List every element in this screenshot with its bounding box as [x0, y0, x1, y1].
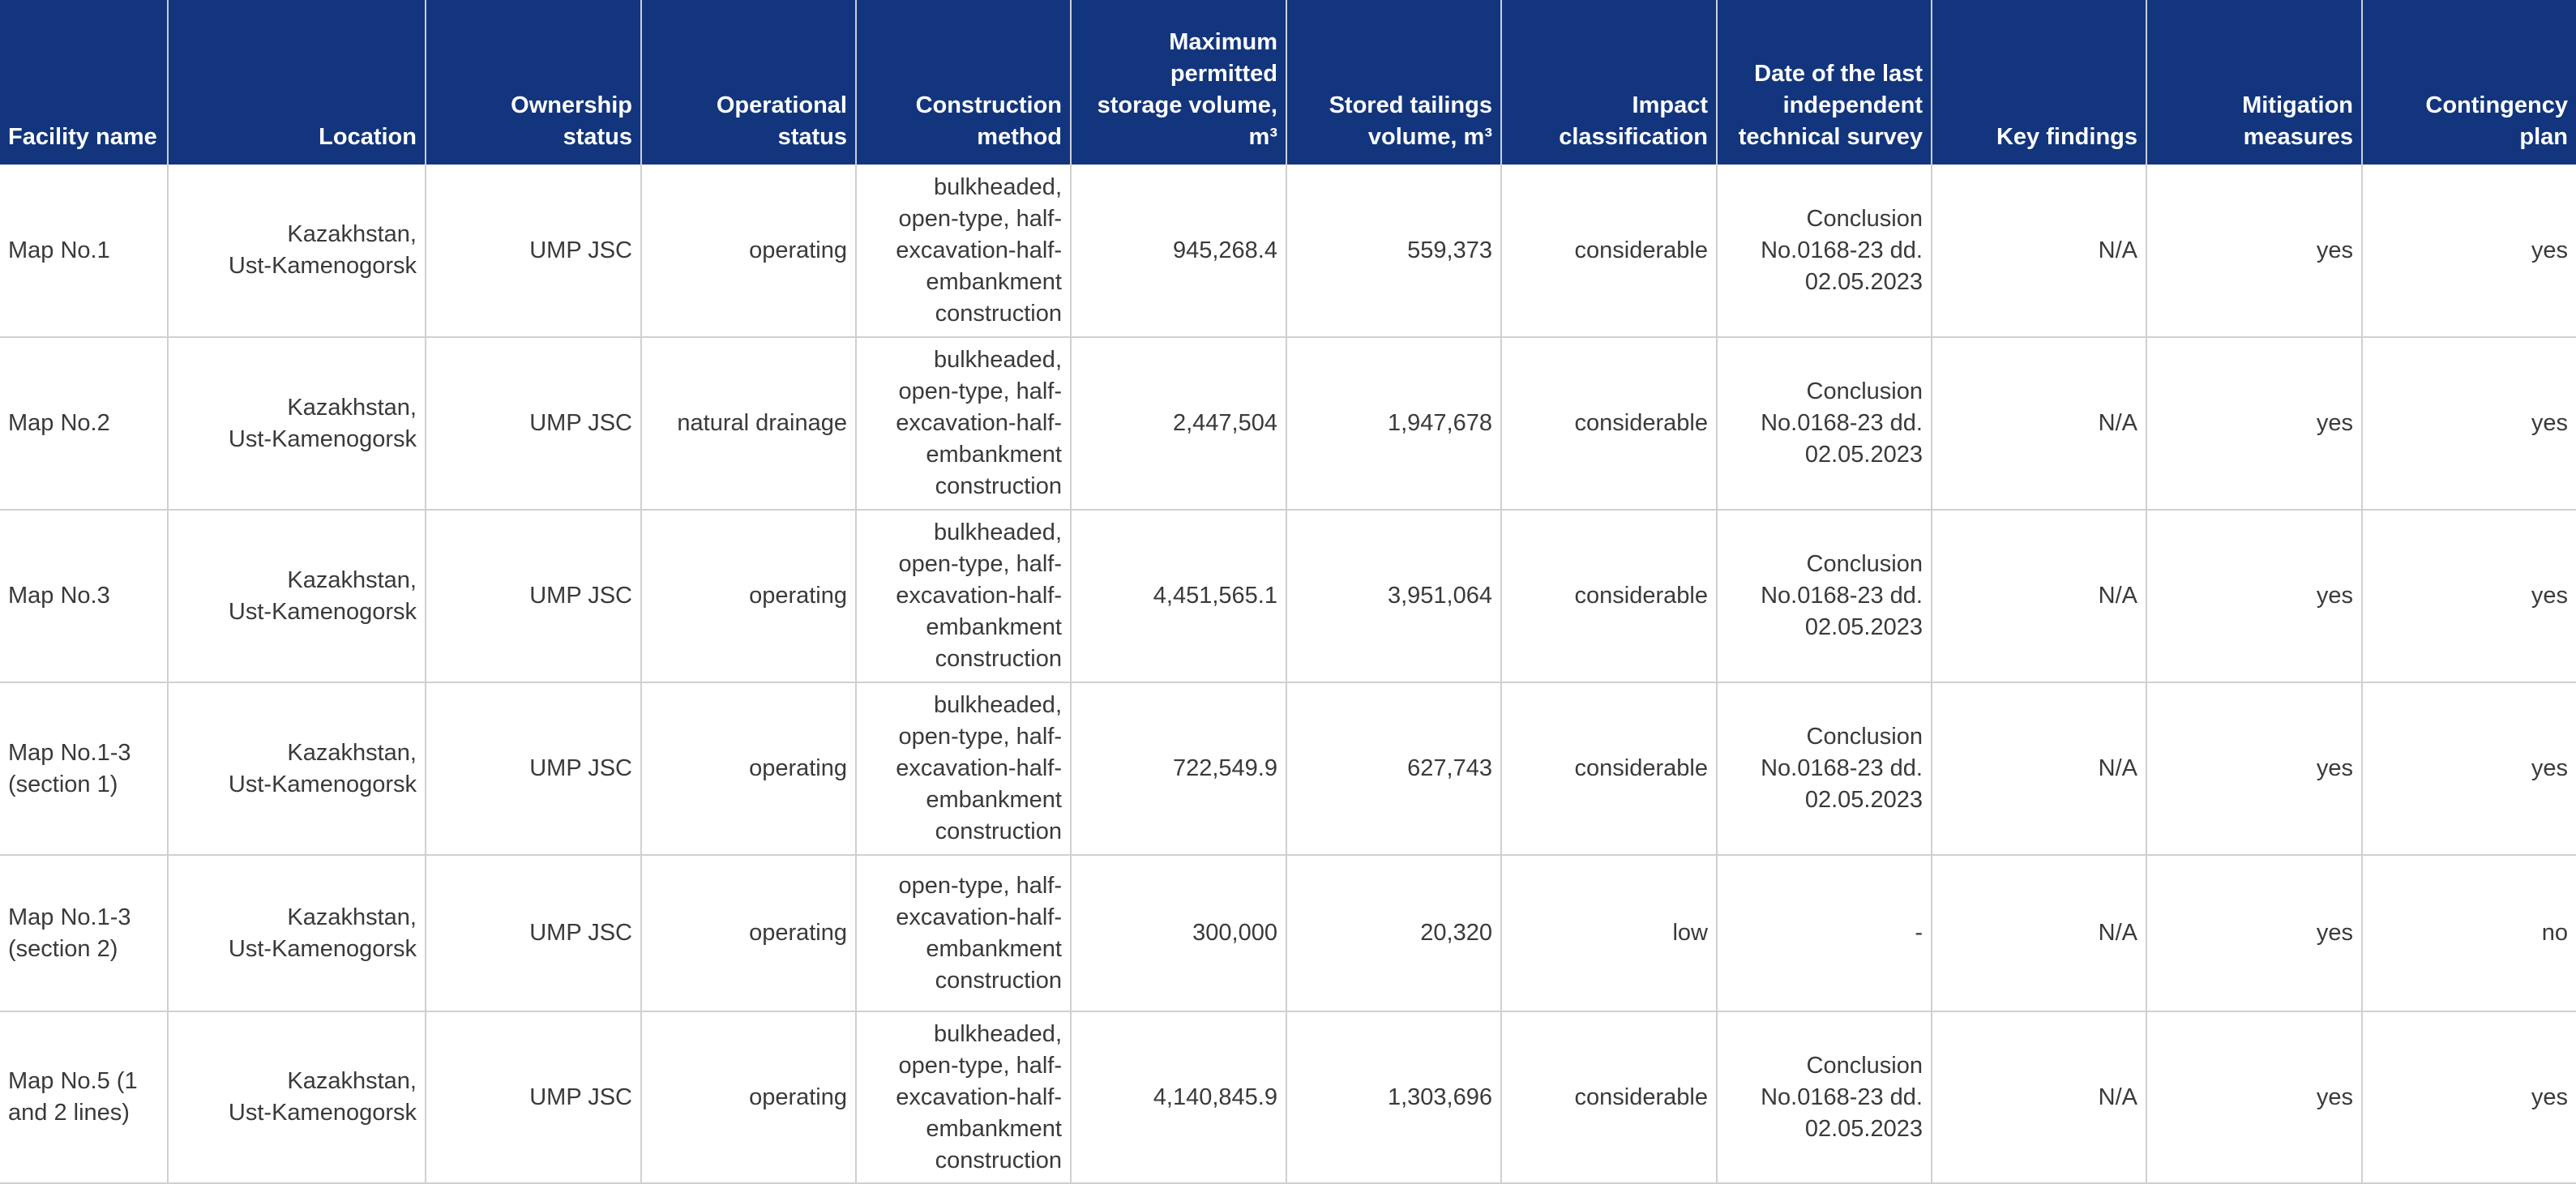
cell-ownership-status: UMP JSC: [425, 510, 641, 683]
cell-max-storage-volume: 300,000: [1070, 855, 1286, 1012]
cell-contingency-plan: no: [2361, 855, 2576, 1012]
cell-operational-status: operating: [640, 855, 856, 1012]
cell-construction-method: bulkheaded, open-type, half-excavation-ha…: [855, 337, 1071, 511]
cell-location: Kazakhstan, Ust-Kamenogorsk: [167, 682, 426, 856]
cell-impact-classification: low: [1500, 855, 1717, 1012]
cell-facility-name: Map No.2: [0, 337, 168, 511]
cell-contingency-plan: yes: [2361, 337, 2576, 511]
cell-impact-classification: considerable: [1500, 337, 1717, 511]
cell-ownership-status: UMP JSC: [425, 682, 641, 856]
cell-location: Kazakhstan, Ust-Kamenogorsk: [167, 165, 426, 338]
cell-operational-status: natural drainage: [640, 337, 856, 511]
header-row: Facility name Location Ownership status O…: [0, 0, 2576, 165]
cell-contingency-plan: yes: [2361, 510, 2576, 683]
cell-key-findings: N/A: [1931, 855, 2146, 1012]
cell-construction-method: bulkheaded, open-type, half-excavation-ha…: [855, 1011, 1071, 1184]
cell-max-storage-volume: 4,451,565.1: [1070, 510, 1286, 683]
cell-operational-status: operating: [640, 682, 856, 856]
cell-max-storage-volume: 2,447,504: [1070, 337, 1286, 511]
cell-ownership-status: UMP JSC: [425, 165, 641, 338]
cell-facility-name: Map No.3: [0, 510, 168, 683]
cell-max-storage-volume: 4,140,845.9: [1070, 1011, 1286, 1184]
cell-ownership-status: UMP JSC: [425, 855, 641, 1012]
cell-contingency-plan: yes: [2361, 682, 2576, 856]
cell-construction-method: open-type, half-excavation-half-embankme…: [855, 855, 1071, 1012]
header-ownership-status: Ownership status: [425, 0, 641, 165]
cell-facility-name: Map No.1: [0, 165, 168, 338]
table-body: Map No.1 Kazakhstan, Ust-Kamenogorsk UMP …: [0, 165, 2576, 1184]
cell-operational-status: operating: [640, 510, 856, 683]
cell-key-findings: N/A: [1931, 337, 2146, 511]
cell-location: Kazakhstan, Ust-Kamenogorsk: [167, 855, 426, 1012]
cell-stored-tailings-volume: 559,373: [1286, 165, 1501, 338]
header-location: Location: [167, 0, 426, 165]
cell-key-findings: N/A: [1931, 510, 2146, 683]
cell-location: Kazakhstan, Ust-Kamenogorsk: [167, 337, 426, 511]
cell-construction-method: bulkheaded, open-type, half-excavation-ha…: [855, 510, 1071, 683]
table-row: Map No.1 Kazakhstan, Ust-Kamenogorsk UMP …: [0, 165, 2576, 338]
cell-mitigation-measures: yes: [2146, 337, 2362, 511]
header-mitigation-measures: Mitigation measures: [2146, 0, 2362, 165]
cell-operational-status: operating: [640, 165, 856, 338]
cell-ownership-status: UMP JSC: [425, 337, 641, 511]
cell-last-survey-date: Conclusion No.0168-23 dd. 02.05.2023: [1716, 1011, 1932, 1184]
cell-stored-tailings-volume: 20,320: [1286, 855, 1501, 1012]
cell-last-survey-date: Conclusion No.0168-23 dd. 02.05.2023: [1716, 165, 1932, 338]
cell-mitigation-measures: yes: [2146, 1011, 2362, 1184]
cell-ownership-status: UMP JSC: [425, 1011, 641, 1184]
header-contingency-plan: Contingency plan: [2361, 0, 2576, 165]
cell-max-storage-volume: 722,549.9: [1070, 682, 1286, 856]
cell-max-storage-volume: 945,268.4: [1070, 165, 1286, 338]
cell-key-findings: N/A: [1931, 165, 2146, 338]
cell-stored-tailings-volume: 3,951,064: [1286, 510, 1501, 683]
cell-impact-classification: considerable: [1500, 510, 1717, 683]
header-facility-name: Facility name: [0, 0, 168, 165]
cell-impact-classification: considerable: [1500, 1011, 1717, 1184]
cell-key-findings: N/A: [1931, 682, 2146, 856]
table-header: Facility name Location Ownership status O…: [0, 0, 2576, 165]
cell-stored-tailings-volume: 1,947,678: [1286, 337, 1501, 511]
cell-mitigation-measures: yes: [2146, 510, 2362, 683]
cell-stored-tailings-volume: 1,303,696: [1286, 1011, 1501, 1184]
cell-contingency-plan: yes: [2361, 1011, 2576, 1184]
header-construction-method: Construction method: [855, 0, 1071, 165]
cell-facility-name: Map No.1-3 (section 2): [0, 855, 168, 1012]
cell-construction-method: bulkheaded, open-type, half-excavation-ha…: [855, 682, 1071, 856]
cell-construction-method: bulkheaded, open-type, half-excavation-ha…: [855, 165, 1071, 338]
cell-stored-tailings-volume: 627,743: [1286, 682, 1501, 856]
header-max-storage-volume: Maximum permitted storage volume, m³: [1070, 0, 1286, 165]
header-key-findings: Key findings: [1931, 0, 2146, 165]
cell-impact-classification: considerable: [1500, 165, 1717, 338]
cell-location: Kazakhstan, Ust-Kamenogorsk: [167, 1011, 426, 1184]
cell-last-survey-date: Conclusion No.0168-23 dd. 02.05.2023: [1716, 337, 1932, 511]
table-row: Map No.5 (1 and 2 lines) Kazakhstan, Ust-K…: [0, 1011, 2576, 1184]
cell-last-survey-date: Conclusion No.0168-23 dd. 02.05.2023: [1716, 682, 1932, 856]
header-last-survey-date: Date of the last independent technical sur…: [1716, 0, 1932, 165]
cell-mitigation-measures: yes: [2146, 682, 2362, 856]
cell-last-survey-date: Conclusion No.0168-23 dd. 02.05.2023: [1716, 510, 1932, 683]
table-row: Map No.1-3 (section 2) Kazakhstan, Ust-Kam…: [0, 855, 2576, 1012]
cell-key-findings: N/A: [1931, 1011, 2146, 1184]
table-row: Map No.2 Kazakhstan, Ust-Kamenogorsk UMP …: [0, 337, 2576, 511]
cell-mitigation-measures: yes: [2146, 165, 2362, 338]
cell-operational-status: operating: [640, 1011, 856, 1184]
header-stored-tailings-volume: Stored tailings volume, m³: [1286, 0, 1501, 165]
cell-contingency-plan: yes: [2361, 165, 2576, 338]
header-operational-status: Operational status: [640, 0, 856, 165]
table-row: Map No.1-3 (section 1) Kazakhstan, Ust-Kam…: [0, 682, 2576, 856]
table-row: Map No.3 Kazakhstan, Ust-Kamenogorsk UMP …: [0, 510, 2576, 683]
cell-last-survey-date: -: [1716, 855, 1932, 1012]
cell-impact-classification: considerable: [1500, 682, 1717, 856]
header-impact-classification: Impact classification: [1500, 0, 1717, 165]
cell-facility-name: Map No.1-3 (section 1): [0, 682, 168, 856]
cell-location: Kazakhstan, Ust-Kamenogorsk: [167, 510, 426, 683]
cell-mitigation-measures: yes: [2146, 855, 2362, 1012]
cell-facility-name: Map No.5 (1 and 2 lines): [0, 1011, 168, 1184]
